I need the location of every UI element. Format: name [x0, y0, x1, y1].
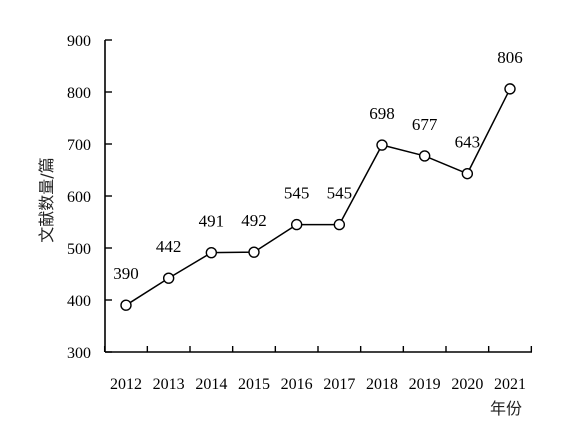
x-tick-label: 2015: [238, 376, 270, 393]
x-tick-label: 2020: [451, 376, 483, 393]
data-point-marker: [290, 218, 303, 231]
data-point-marker: [205, 246, 218, 259]
data-label: 677: [412, 115, 438, 134]
data-point-marker: [461, 167, 474, 180]
x-tick-label: 2019: [409, 376, 441, 393]
data-label: 545: [284, 184, 310, 203]
y-tick-label: 500: [67, 241, 91, 258]
y-tick-label: 700: [67, 137, 91, 154]
x-axis-title: 年份: [490, 399, 522, 418]
data-label: 643: [455, 133, 481, 152]
data-label: 492: [241, 211, 267, 230]
x-tick-label: 2014: [195, 376, 227, 393]
series: [120, 83, 516, 311]
data-point-marker: [248, 246, 260, 258]
y-tick-label: 300: [67, 345, 91, 362]
x-tick-label: 2013: [153, 376, 185, 393]
data-label: 698: [369, 104, 395, 123]
y-tick-label: 900: [67, 33, 91, 50]
data-label: 806: [497, 48, 523, 67]
data-label: 390: [113, 264, 139, 283]
x-tick-label: 2021: [494, 376, 526, 393]
x-tick-label: 2012: [110, 376, 142, 393]
data-point-marker: [162, 272, 175, 284]
y-tick-label: 600: [67, 189, 91, 206]
x-tick-label: 2018: [366, 376, 398, 393]
x-tick-label: 2017: [323, 376, 355, 393]
data-point-marker: [120, 299, 132, 311]
y-tick-label: 800: [67, 85, 91, 102]
data-point-marker: [504, 83, 516, 95]
x-tick-label: 2016: [281, 376, 313, 393]
x-axis: 2012 2013 2014 2015 2016 2017 2018 2019 2020 2021: [103, 346, 533, 393]
data-labels: 390 442 491 492 545 545 698 677 643 806: [113, 48, 523, 283]
y-axis-title: 文献数量/篇: [37, 157, 56, 242]
series-line: [125, 88, 511, 306]
data-label: 491: [199, 212, 225, 231]
y-axis: 300 400 500 600 700 800 900: [67, 33, 112, 362]
data-point-marker: [418, 150, 431, 162]
data-point-marker: [376, 139, 388, 151]
y-tick-label: 400: [67, 293, 91, 310]
data-point-marker: [333, 218, 346, 231]
data-label: 442: [156, 237, 182, 256]
data-label: 545: [327, 184, 353, 203]
